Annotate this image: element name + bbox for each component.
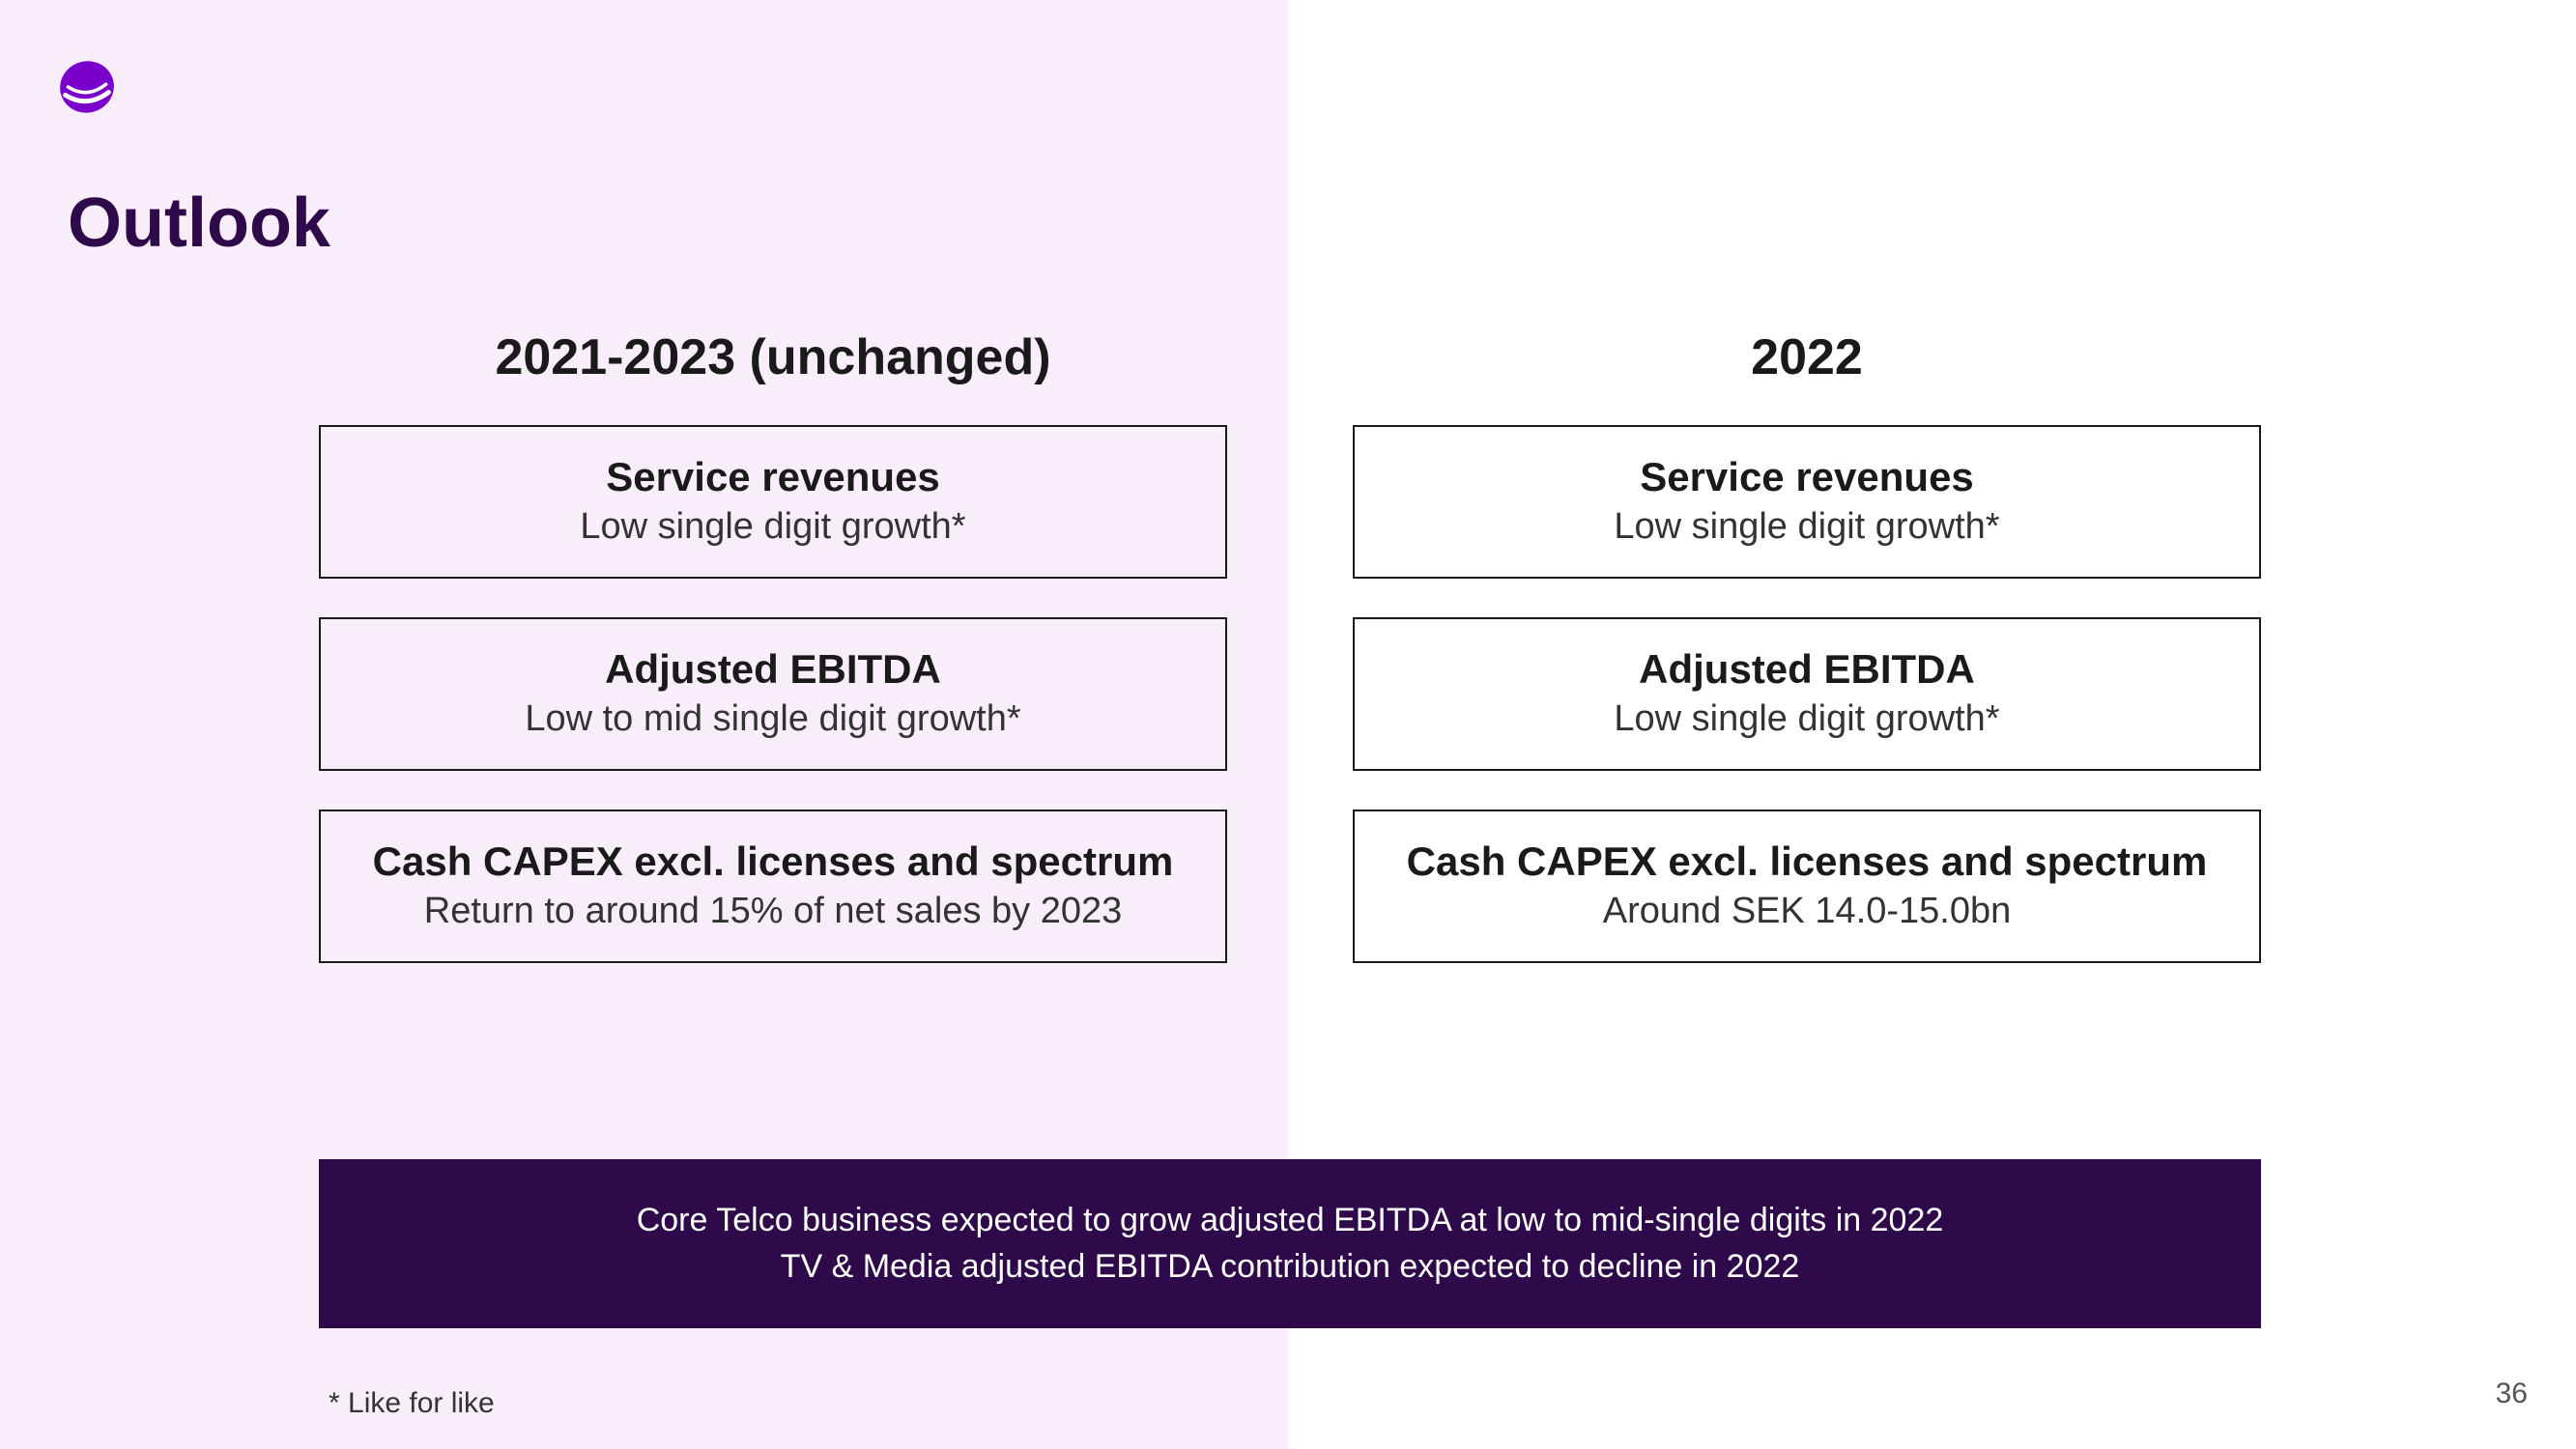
card-right-2: Cash CAPEX excl. licenses and spectrum A…: [1353, 810, 2261, 963]
card-title: Cash CAPEX excl. licenses and spectrum: [1374, 838, 2240, 885]
slide: Outlook 2021-2023 (unchanged) Service re…: [0, 0, 2576, 1449]
columns-container: 2021-2023 (unchanged) Service revenues L…: [319, 328, 2261, 1002]
page-title: Outlook: [68, 184, 330, 263]
card-sub: Low single digit growth*: [340, 506, 1206, 548]
card-right-1: Adjusted EBITDA Low single digit growth*: [1353, 617, 2261, 771]
column-right-heading: 2022: [1751, 328, 1863, 386]
card-sub: Low single digit growth*: [1374, 506, 2240, 548]
card-sub: Return to around 15% of net sales by 202…: [340, 891, 1206, 932]
card-right-0: Service revenues Low single digit growth…: [1353, 425, 2261, 579]
card-sub: Low single digit growth*: [1374, 698, 2240, 740]
column-left: 2021-2023 (unchanged) Service revenues L…: [319, 328, 1227, 1002]
card-title: Cash CAPEX excl. licenses and spectrum: [340, 838, 1206, 885]
card-left-0: Service revenues Low single digit growth…: [319, 425, 1227, 579]
column-right: 2022 Service revenues Low single digit g…: [1353, 328, 2261, 1002]
logo-icon: [53, 53, 121, 121]
summary-banner: Core Telco business expected to grow adj…: [319, 1159, 2261, 1328]
card-sub: Low to mid single digit growth*: [340, 698, 1206, 740]
card-sub: Around SEK 14.0-15.0bn: [1374, 891, 2240, 932]
card-left-1: Adjusted EBITDA Low to mid single digit …: [319, 617, 1227, 771]
footnote: * Like for like: [329, 1387, 495, 1420]
banner-line-2: TV & Media adjusted EBITDA contribution …: [377, 1244, 2203, 1291]
page-number: 36: [2496, 1378, 2528, 1410]
card-title: Service revenues: [340, 454, 1206, 500]
card-left-2: Cash CAPEX excl. licenses and spectrum R…: [319, 810, 1227, 963]
card-title: Adjusted EBITDA: [340, 646, 1206, 693]
column-left-heading: 2021-2023 (unchanged): [495, 328, 1050, 386]
banner-line-1: Core Telco business expected to grow adj…: [377, 1198, 2203, 1244]
card-title: Adjusted EBITDA: [1374, 646, 2240, 693]
card-title: Service revenues: [1374, 454, 2240, 500]
